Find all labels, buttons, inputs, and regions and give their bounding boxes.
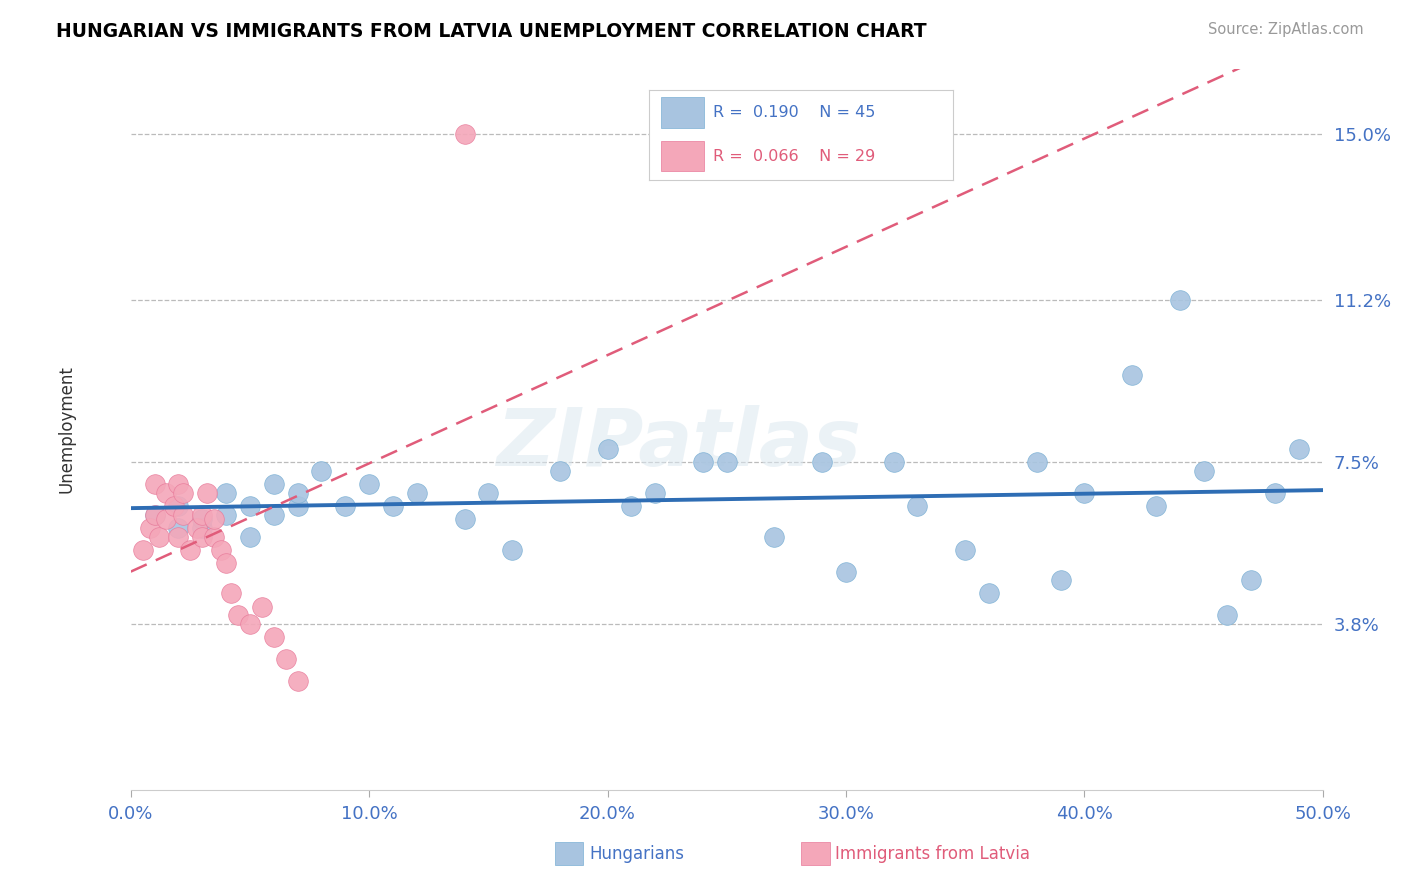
Point [148,529,170,543]
Point [287,499,309,513]
Point [1288,442,1310,456]
Point [763,529,786,543]
Point [215,485,238,500]
Point [311,464,333,478]
Point [382,499,405,513]
Point [139,521,162,535]
Point [1025,455,1047,469]
Point [716,455,738,469]
Point [453,127,475,141]
Point [1121,368,1143,382]
Point [167,477,190,491]
Point [191,508,214,522]
Point [907,499,929,513]
Text: ZIPatlas: ZIPatlas [496,405,862,483]
Point [191,521,214,535]
Point [692,455,714,469]
Point [263,630,285,644]
Point [1144,499,1167,513]
Y-axis label: Unemployment: Unemployment [58,366,75,493]
Point [1216,608,1239,623]
Point [953,542,976,557]
Text: HUNGARIAN VS IMMIGRANTS FROM LATVIA UNEMPLOYMENT CORRELATION CHART: HUNGARIAN VS IMMIGRANTS FROM LATVIA UNEM… [56,22,927,41]
Point [186,521,208,535]
Point [883,455,905,469]
Point [287,673,309,688]
Point [202,512,225,526]
Point [239,499,262,513]
Point [143,508,166,522]
Point [1073,485,1095,500]
Point [548,464,571,478]
Point [1049,574,1071,588]
Point [239,617,262,632]
Point [263,477,285,491]
Point [835,565,858,579]
Point [172,485,194,500]
Point [215,508,238,522]
Point [209,542,232,557]
Point [226,608,249,623]
Point [250,599,273,614]
Point [1264,485,1286,500]
Point [191,512,214,526]
Point [131,542,153,557]
Point [191,529,214,543]
Text: Immigrants from Latvia: Immigrants from Latvia [835,845,1031,863]
Point [644,485,666,500]
Point [501,542,523,557]
Point [179,542,201,557]
Point [195,485,218,500]
Point [477,485,499,500]
Point [977,586,1000,600]
Point [1240,574,1263,588]
Point [811,455,834,469]
Point [263,508,285,522]
Point [287,485,309,500]
Point [163,499,186,513]
Point [202,529,225,543]
Point [167,529,190,543]
Point [1192,464,1215,478]
Point [167,499,190,513]
Point [359,477,381,491]
Point [239,529,262,543]
Point [620,499,643,513]
Point [155,512,177,526]
Point [155,485,177,500]
Point [143,477,166,491]
Point [1168,293,1191,308]
Point [405,485,427,500]
Point [215,556,238,570]
Point [596,442,619,456]
Point [219,586,242,600]
Point [335,499,357,513]
Point [172,508,194,522]
Point [453,512,475,526]
Point [143,508,166,522]
Point [167,521,190,535]
Point [274,652,297,666]
Text: Source: ZipAtlas.com: Source: ZipAtlas.com [1208,22,1364,37]
Text: Hungarians: Hungarians [589,845,685,863]
